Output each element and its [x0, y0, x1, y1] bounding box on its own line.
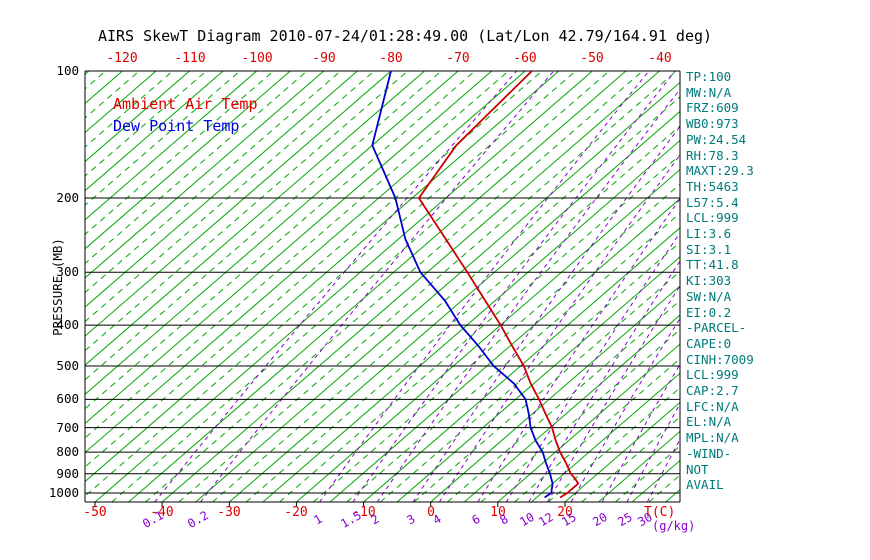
mixing-ratio-tick: 12: [536, 510, 556, 529]
temp-axis-unit-label: T(C): [644, 505, 675, 520]
stat-line: MW:N/A: [686, 84, 732, 100]
stat-line: SW:N/A: [686, 288, 732, 304]
stat-line: TP:100: [686, 69, 732, 84]
pressure-tick: 900: [56, 466, 79, 481]
axis-tick-labels: -120 -110 -100 -90 -80 -70 -60 -50 -40-50 -40 -30-…: [49, 51, 672, 531]
stat-line: KI:303: [686, 273, 732, 289]
stat-line: WB0:973: [686, 116, 739, 132]
mixing-ratio-tick: 0.2: [185, 508, 211, 531]
pressure-tick: 800: [56, 444, 79, 459]
top-temp-tick: -60: [513, 51, 536, 66]
pressure-tick: 200: [56, 190, 79, 205]
top-temp-tick: -70: [446, 51, 469, 66]
stats-panel: TP:100 MW:N/A FRZ:609 WB0:973 PW:24.54 RH:78.…: [686, 69, 754, 493]
mixing-ratio-tick: 20: [590, 510, 610, 529]
mixing-ratio-lines: [154, 71, 680, 502]
stat-line: FRZ:609: [686, 100, 739, 116]
mixing-ratio-tick: 2: [368, 512, 381, 528]
mixing-ratio-tick: 3: [404, 512, 417, 528]
bottom-temp-tick: -30: [217, 505, 240, 520]
top-temp-tick: -50: [580, 51, 603, 66]
dewpoint-curve: [371, 71, 554, 499]
pressure-tick: 600: [56, 391, 79, 406]
stat-line: CAPE:0: [686, 335, 732, 351]
ambient-temp-curve: [417, 71, 580, 499]
stat-line: CINH:7009: [686, 351, 754, 367]
bottom-temp-tick: 0: [427, 505, 435, 520]
stat-line: EL:N/A: [686, 414, 732, 430]
top-temp-tick: -90: [312, 51, 335, 66]
stat-line: PW:24.54: [686, 131, 747, 147]
pressure-tick: 100: [56, 63, 79, 78]
top-temp-tick: -120: [106, 51, 137, 66]
top-temp-tick: -100: [241, 51, 272, 66]
mixing-ratio-tick: 25: [615, 510, 635, 529]
stat-line: NOT: [686, 461, 709, 477]
stat-line: LCL:999: [686, 210, 739, 226]
legend-dew-point-temp: Dew Point Temp: [113, 117, 239, 135]
top-temp-tick: -80: [379, 51, 402, 66]
bottom-temp-tick: -40: [150, 505, 173, 520]
stat-line: AVAIL: [686, 477, 724, 493]
mixing-ratio-tick: 15: [559, 510, 579, 529]
bottom-temp-tick: -10: [352, 505, 375, 520]
mixing-ratio-tick: 30: [635, 510, 655, 529]
pressure-tick: 300: [56, 264, 79, 279]
bottom-temp-tick: -20: [284, 505, 307, 520]
pressure-axis-label: PRESSURE (MB): [50, 238, 65, 336]
bottom-temp-tick: 20: [557, 505, 573, 520]
stat-line: L57:5.4: [686, 194, 739, 210]
pressure-tick: 700: [56, 420, 79, 435]
mixing-ratio-tick: 1: [311, 512, 324, 528]
mixing-ratio-tick: 10: [517, 510, 537, 529]
mixing-ratio-tick: 6: [469, 512, 482, 528]
pressure-lines-and-frame: [84, 70, 681, 507]
mixing-ratio-tick: 4: [430, 512, 443, 528]
chart-generated-layers: -120 -110 -100 -90 -80 -70 -60 -50 -40-50 -40 -30-…: [49, 51, 681, 531]
stat-line: MPL:N/A: [686, 430, 739, 446]
bottom-temp-tick: -50: [83, 505, 106, 520]
stat-line: -PARCEL-: [686, 320, 747, 336]
stat-line: CAP:2.7: [686, 383, 739, 399]
bottom-temp-tick: 10: [490, 505, 506, 520]
stat-line: SI:3.1: [686, 241, 732, 257]
mixing-ratio-unit-label: (g/kg): [652, 519, 695, 533]
top-temp-tick: -110: [174, 51, 205, 66]
stat-line: RH:78.3: [686, 147, 739, 163]
stat-line: LFC:N/A: [686, 398, 739, 414]
stat-line: TH:5463: [686, 178, 739, 194]
mixing-ratio-tick: 8: [497, 512, 510, 528]
pressure-tick: 500: [56, 358, 79, 373]
top-temp-tick: -40: [648, 51, 671, 66]
stat-line: TT:41.8: [686, 257, 739, 273]
pressure-tick: 400: [56, 317, 79, 332]
pressure-tick: 1000: [49, 485, 79, 500]
stat-line: LI:3.6: [686, 226, 732, 242]
isotherm-lines: [85, 71, 680, 502]
stat-line: EI:0.2: [686, 304, 732, 320]
chart-title: AIRS SkewT Diagram 2010-07-24/01:28:49.0…: [97, 27, 713, 45]
stat-line: LCL:999: [686, 367, 739, 383]
legend-ambient-air-temp: Ambient Air Temp: [113, 95, 258, 113]
stat-line: -WIND-: [686, 445, 732, 461]
stat-line: MAXT:29.3: [686, 163, 754, 179]
